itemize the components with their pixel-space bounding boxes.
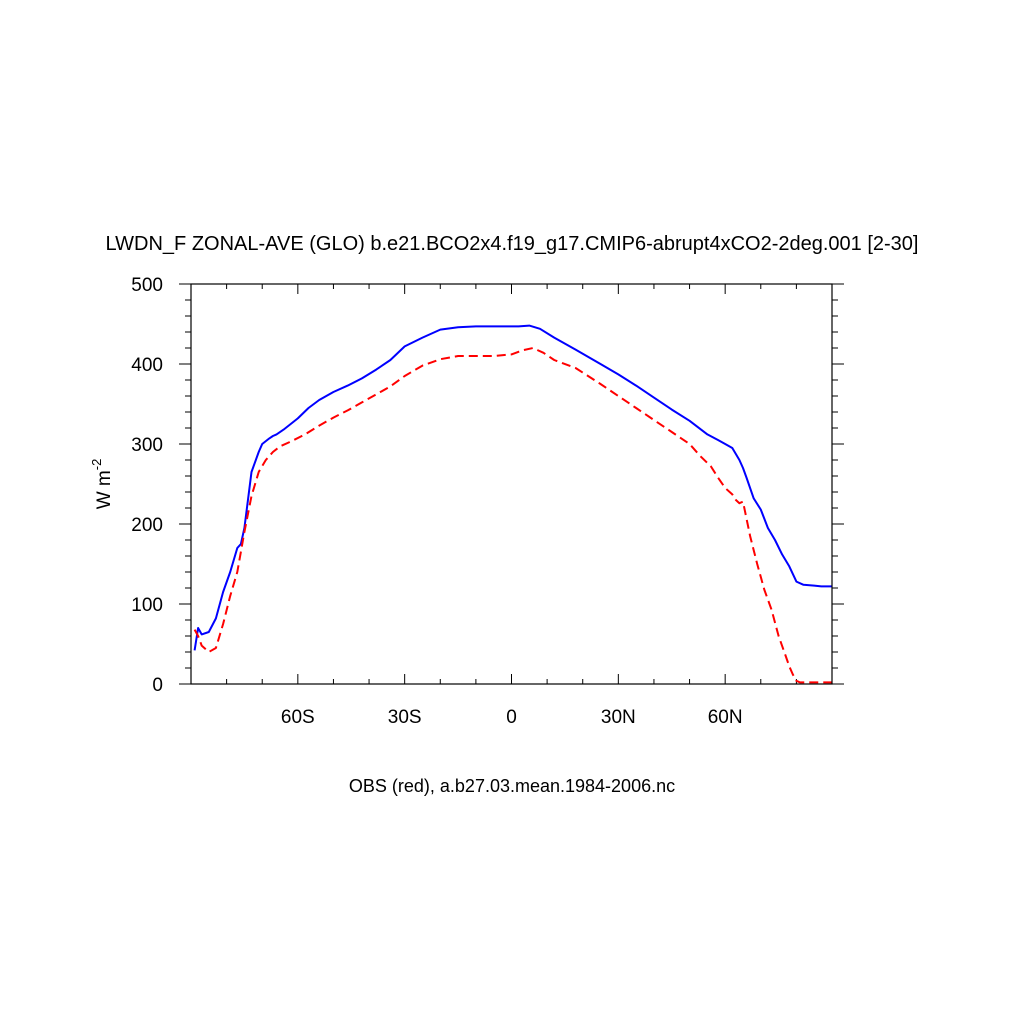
y-tick-label: 0 xyxy=(152,675,163,696)
y-tick-label: 100 xyxy=(131,595,163,616)
x-tick-label: 60S xyxy=(281,707,315,728)
chart-subtitle: OBS (red), a.b27.03.mean.1984-2006.nc xyxy=(349,776,675,796)
x-tick-label: 60N xyxy=(708,707,743,728)
y-tick-label: 300 xyxy=(131,435,163,456)
series-line-dashed-red xyxy=(193,347,832,684)
major-ticks xyxy=(179,283,844,685)
chart-title: LWDN_F ZONAL-AVE (GLO) b.e21.BCO2x4.f19_… xyxy=(106,233,919,255)
y-tick-label: 500 xyxy=(131,275,163,296)
series-line-solid-blue xyxy=(193,324,832,651)
minor-ticks xyxy=(185,284,838,684)
y-axis-label-text: W m-2 xyxy=(89,459,115,510)
x-tick-label: 30S xyxy=(388,707,422,728)
y-axis-label: W m-2 xyxy=(89,459,115,510)
y-tick-label: 400 xyxy=(131,355,163,376)
plot-frame xyxy=(190,283,833,685)
x-tick-label: 30N xyxy=(601,707,636,728)
y-tick-label: 200 xyxy=(131,515,163,536)
series-layer xyxy=(193,324,832,684)
x-tick-labels: 60S 30S 0 30N 60N xyxy=(281,707,743,728)
y-tick-labels: 0 100 200 300 400 500 xyxy=(131,275,163,696)
x-tick-label: 0 xyxy=(506,707,517,728)
